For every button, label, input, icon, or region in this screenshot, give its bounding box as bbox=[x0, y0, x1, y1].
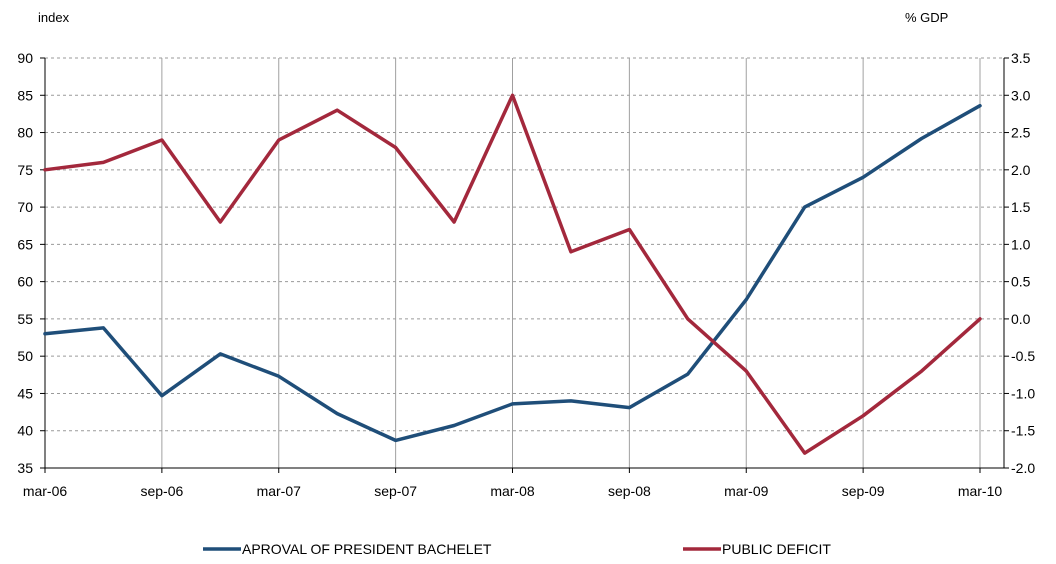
right-tick-label: 0.5 bbox=[1011, 274, 1031, 290]
x-axis-ticks: mar-06 sep-06 mar-07 sep-07 mar-08 sep-08 mar-… bbox=[23, 468, 1003, 499]
approval-series-line bbox=[43, 103, 982, 443]
left-tick-label: 50 bbox=[17, 348, 33, 364]
right-tick-label: -1.5 bbox=[1011, 423, 1035, 439]
left-tick-label: 35 bbox=[17, 460, 33, 476]
right-tick-label: 1.5 bbox=[1011, 199, 1031, 215]
right-axis-unit-label: % GDP bbox=[905, 10, 948, 25]
left-axis-ticks: 35 40 45 50 55 60 65 70 75 80 85 90 bbox=[17, 50, 45, 476]
left-tick-label: 60 bbox=[17, 274, 33, 290]
right-tick-label: 2.5 bbox=[1011, 125, 1031, 141]
left-tick-label: 80 bbox=[17, 125, 33, 141]
x-tick-label: sep-09 bbox=[842, 483, 885, 499]
left-axis-unit-label: index bbox=[38, 10, 70, 25]
right-tick-label: 0.0 bbox=[1011, 311, 1031, 327]
x-tick-label: sep-06 bbox=[140, 483, 183, 499]
right-axis-ticks: -2.0 -1.5 -1.0 -0.5 0.0 0.5 1.0 1.5 2.0 2.5 3.0 3.5 bbox=[1004, 50, 1035, 476]
left-tick-label: 75 bbox=[17, 162, 33, 178]
grid-lines bbox=[45, 57, 1004, 468]
x-tick-label: mar-10 bbox=[958, 483, 1003, 499]
chart-axes bbox=[44, 58, 1005, 469]
x-tick-label: mar-08 bbox=[490, 483, 535, 499]
right-tick-label: -2.0 bbox=[1011, 460, 1035, 476]
left-tick-label: 70 bbox=[17, 199, 33, 215]
left-tick-label: 85 bbox=[17, 87, 33, 103]
x-tick-label: sep-07 bbox=[374, 483, 417, 499]
left-tick-label: 40 bbox=[17, 423, 33, 439]
right-tick-label: 1.0 bbox=[1011, 236, 1031, 252]
x-tick-label: sep-08 bbox=[608, 483, 651, 499]
right-tick-label: 3.5 bbox=[1011, 50, 1031, 66]
right-tick-label: -0.5 bbox=[1011, 348, 1035, 364]
left-tick-label: 65 bbox=[17, 236, 33, 252]
left-tick-label: 45 bbox=[17, 385, 33, 401]
legend-label: PUBLIC DEFICIT bbox=[722, 541, 831, 557]
right-tick-label: 2.0 bbox=[1011, 162, 1031, 178]
left-tick-label: 90 bbox=[17, 50, 33, 66]
right-tick-label: 3.0 bbox=[1011, 87, 1031, 103]
series-lines bbox=[43, 93, 982, 455]
x-tick-label: mar-06 bbox=[23, 483, 68, 499]
legend: APROVAL OF PRESIDENT BACHELET PUBLIC DEFI… bbox=[203, 541, 831, 557]
left-tick-label: 55 bbox=[17, 311, 33, 327]
x-tick-label: mar-09 bbox=[724, 483, 769, 499]
legend-label: APROVAL OF PRESIDENT BACHELET bbox=[242, 541, 492, 557]
right-tick-label: -1.0 bbox=[1011, 385, 1035, 401]
public-deficit-series-line bbox=[43, 93, 982, 455]
x-tick-label: mar-07 bbox=[257, 483, 302, 499]
